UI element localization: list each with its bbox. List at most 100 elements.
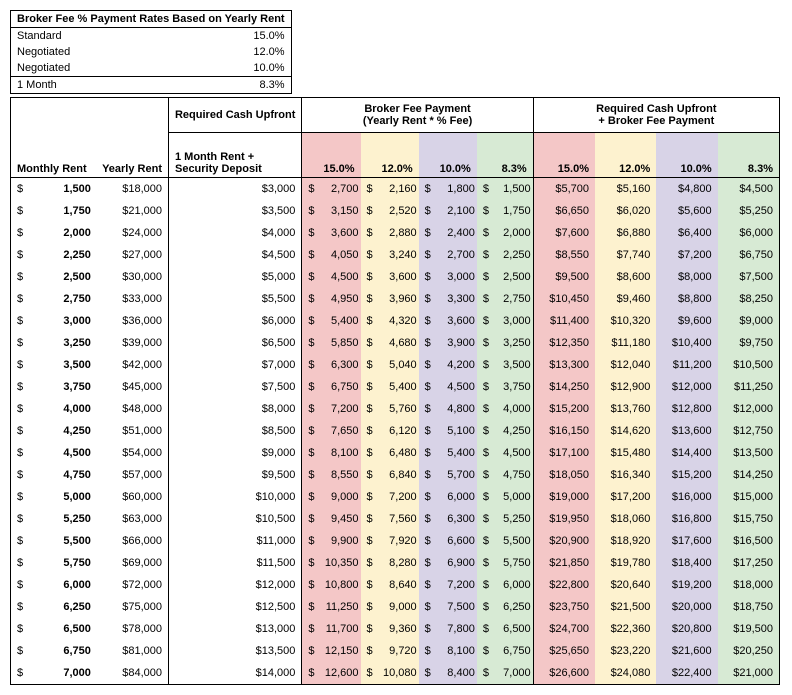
cell-total: $6,650 [533, 200, 595, 222]
cell-broker-fee: $6,750 [477, 640, 533, 662]
cell-broker-fee: $2,250 [477, 244, 533, 266]
cell-broker-fee: $5,040 [361, 354, 419, 376]
cell-total: $12,000 [718, 398, 780, 420]
cell-total: $10,450 [533, 288, 595, 310]
cell-broker-fee: $3,000 [419, 266, 477, 288]
cell-total: $17,200 [595, 486, 656, 508]
group-header-row: Required Cash Upfront Broker Fee Payment… [11, 98, 780, 133]
table-row: $5,250$63,000$10,500$9,450$7,560$6,300$5… [11, 508, 780, 530]
cell-broker-fee: $6,750 [302, 376, 361, 398]
col-tot-12: 12.0% [595, 133, 656, 178]
cell-broker-fee: $12,150 [302, 640, 361, 662]
cell-broker-fee: $6,000 [419, 486, 477, 508]
cell-yearly-rent: $36,000 [93, 310, 169, 332]
cell-total: $20,250 [718, 640, 780, 662]
cell-broker-fee: $3,300 [419, 288, 477, 310]
cell-total: $19,500 [718, 618, 780, 640]
cell-broker-fee: $3,600 [419, 310, 477, 332]
cell-broker-fee: $9,720 [361, 640, 419, 662]
cell-broker-fee: $7,200 [302, 398, 361, 420]
cell-monthly-rent: $5,000 [11, 486, 93, 508]
cell-total: $9,460 [595, 288, 656, 310]
cell-total: $5,700 [533, 178, 595, 201]
cell-broker-fee: $4,050 [302, 244, 361, 266]
cell-total: $18,400 [656, 552, 717, 574]
table-row: $2,250$27,000$4,500$4,050$3,240$2,700$2,… [11, 244, 780, 266]
cell-broker-fee: $5,850 [302, 332, 361, 354]
cell-total: $6,400 [656, 222, 717, 244]
rates-box-title: Broker Fee % Payment Rates Based on Year… [11, 11, 291, 28]
cell-broker-fee: $3,600 [361, 266, 419, 288]
table-row: $1,750$21,000$3,500$3,150$2,520$2,100$1,… [11, 200, 780, 222]
cell-deposit: $12,500 [168, 596, 301, 618]
cell-broker-fee: $5,400 [419, 442, 477, 464]
table-row: $3,750$45,000$7,500$6,750$5,400$4,500$3,… [11, 376, 780, 398]
rate-value: 8.3% [179, 77, 290, 94]
cell-monthly-rent: $5,750 [11, 552, 93, 574]
cell-yearly-rent: $27,000 [93, 244, 169, 266]
cell-total: $22,400 [656, 662, 717, 685]
cell-yearly-rent: $30,000 [93, 266, 169, 288]
cell-monthly-rent: $4,750 [11, 464, 93, 486]
cell-broker-fee: $4,680 [361, 332, 419, 354]
broker-fee-table: Required Cash Upfront Broker Fee Payment… [10, 97, 780, 685]
cell-monthly-rent: $3,250 [11, 332, 93, 354]
cell-total: $6,000 [718, 222, 780, 244]
cell-broker-fee: $9,450 [302, 508, 361, 530]
cell-broker-fee: $3,250 [477, 332, 533, 354]
cell-broker-fee: $4,500 [302, 266, 361, 288]
cell-broker-fee: $5,000 [477, 486, 533, 508]
table-row: $6,000$72,000$12,000$10,800$8,640$7,200$… [11, 574, 780, 596]
cell-total: $14,250 [533, 376, 595, 398]
cell-total: $16,000 [656, 486, 717, 508]
cell-yearly-rent: $57,000 [93, 464, 169, 486]
table-row: $2,000$24,000$4,000$3,600$2,880$2,400$2,… [11, 222, 780, 244]
cell-deposit: $9,500 [168, 464, 301, 486]
cell-deposit: $7,500 [168, 376, 301, 398]
cell-total: $5,600 [656, 200, 717, 222]
header-cash-upfront: Required Cash Upfront [168, 98, 301, 133]
cell-total: $19,780 [595, 552, 656, 574]
cell-total: $18,920 [595, 530, 656, 552]
rate-value: 10.0% [179, 60, 290, 77]
cell-broker-fee: $12,600 [302, 662, 361, 685]
cell-broker-fee: $5,100 [419, 420, 477, 442]
cell-broker-fee: $8,100 [419, 640, 477, 662]
cell-total: $7,500 [718, 266, 780, 288]
rate-label: Negotiated [11, 44, 179, 60]
rates-row: Standard15.0% [11, 28, 291, 45]
cell-yearly-rent: $60,000 [93, 486, 169, 508]
cell-deposit: $8,500 [168, 420, 301, 442]
cell-total: $18,000 [718, 574, 780, 596]
cell-total: $6,020 [595, 200, 656, 222]
cell-broker-fee: $3,900 [419, 332, 477, 354]
cell-total: $12,040 [595, 354, 656, 376]
cell-broker-fee: $4,800 [419, 398, 477, 420]
cell-total: $16,800 [656, 508, 717, 530]
table-row: $2,500$30,000$5,000$4,500$3,600$3,000$2,… [11, 266, 780, 288]
cell-broker-fee: $4,500 [477, 442, 533, 464]
cell-monthly-rent: $2,000 [11, 222, 93, 244]
cell-deposit: $13,500 [168, 640, 301, 662]
cell-deposit: $3,000 [168, 178, 301, 201]
cell-yearly-rent: $39,000 [93, 332, 169, 354]
cell-total: $18,050 [533, 464, 595, 486]
cell-total: $6,750 [718, 244, 780, 266]
cell-total: $16,500 [718, 530, 780, 552]
cell-total: $13,600 [656, 420, 717, 442]
cell-deposit: $10,000 [168, 486, 301, 508]
rate-value: 15.0% [179, 28, 290, 45]
cell-broker-fee: $4,950 [302, 288, 361, 310]
col-yearly-rent: Yearly Rent [93, 133, 169, 178]
cell-broker-fee: $3,240 [361, 244, 419, 266]
cell-broker-fee: $6,250 [477, 596, 533, 618]
cell-broker-fee: $6,600 [419, 530, 477, 552]
cell-total: $11,250 [718, 376, 780, 398]
rates-row: Negotiated12.0% [11, 44, 291, 60]
cell-total: $8,250 [718, 288, 780, 310]
cell-deposit: $6,000 [168, 310, 301, 332]
cell-broker-fee: $7,500 [419, 596, 477, 618]
cell-broker-fee: $6,500 [477, 618, 533, 640]
cell-total: $7,740 [595, 244, 656, 266]
col-fee-8: 8.3% [477, 133, 533, 178]
